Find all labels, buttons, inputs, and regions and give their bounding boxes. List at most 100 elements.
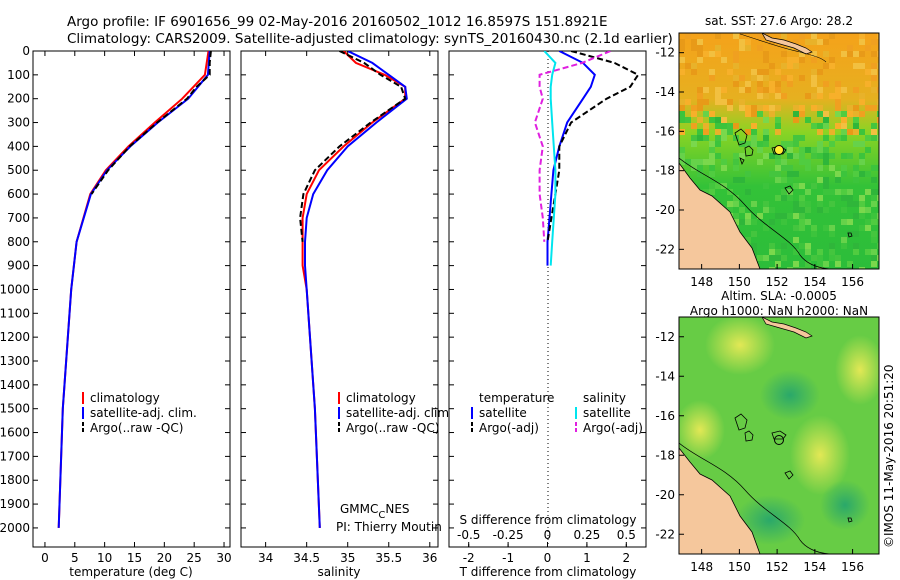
sst-pixel xyxy=(703,87,709,93)
sst-pixel xyxy=(835,81,841,87)
sst-pixel xyxy=(841,135,847,141)
sst-pixel xyxy=(787,213,793,219)
sst-pixel xyxy=(769,255,775,261)
sst-pixel xyxy=(859,201,865,207)
sst-pixel xyxy=(709,189,715,195)
coast-land xyxy=(679,447,761,554)
x-tick-label: 0 xyxy=(544,551,552,565)
sst-pixel xyxy=(775,195,781,201)
sst-pixel xyxy=(775,171,781,177)
sst-pixel xyxy=(859,213,865,219)
sst-pixel xyxy=(709,111,715,117)
sst-pixel xyxy=(859,159,865,165)
sst-pixel xyxy=(799,207,805,213)
sst-pixel xyxy=(829,153,835,159)
sst-pixel xyxy=(793,63,799,69)
sst-pixel xyxy=(835,261,841,267)
sst-pixel xyxy=(685,33,691,39)
s-tick-label: -0.25 xyxy=(493,528,524,542)
map-x-tick-label: 150 xyxy=(728,275,751,289)
sst-pixel xyxy=(775,165,781,171)
sst-pixel xyxy=(691,63,697,69)
x-tick-label: 0 xyxy=(41,551,49,565)
sst-pixel xyxy=(775,159,781,165)
legend-label-s-sat: satellite xyxy=(583,406,631,420)
sst-pixel xyxy=(793,261,799,267)
sst-pixel xyxy=(679,39,685,45)
sst-pixel xyxy=(847,129,853,135)
sst-pixel xyxy=(739,219,745,225)
sst-pixel xyxy=(751,231,757,237)
sst-pixel xyxy=(859,153,865,159)
y-tick-label: 1900 xyxy=(0,497,30,511)
sst-pixel xyxy=(871,105,877,111)
sst-pixel xyxy=(679,153,685,159)
sst-pixel xyxy=(853,111,859,117)
x-tick-label: 10 xyxy=(97,551,112,565)
sst-pixel xyxy=(763,51,769,57)
sst-pixel xyxy=(829,93,835,99)
sst-pixel xyxy=(847,105,853,111)
sst-pixel xyxy=(679,129,685,135)
t-difference-label: T difference from climatology xyxy=(459,565,637,579)
sst-pixel xyxy=(853,243,859,249)
sst-pixel xyxy=(799,51,805,57)
sst-pixel xyxy=(787,189,793,195)
sst-pixel xyxy=(781,219,787,225)
sst-pixel xyxy=(853,171,859,177)
y-tick-label: 1300 xyxy=(0,354,30,368)
sst-pixel xyxy=(715,33,721,39)
sst-pixel xyxy=(721,129,727,135)
sst-pixel xyxy=(811,69,817,75)
sst-pixel xyxy=(721,183,727,189)
sst-pixel xyxy=(805,165,811,171)
sst-pixel xyxy=(877,135,879,141)
sst-pixel xyxy=(811,225,817,231)
sst-pixel xyxy=(691,123,697,129)
sst-pixel xyxy=(793,201,799,207)
sst-pixel xyxy=(733,63,739,69)
y-tick-label: 500 xyxy=(7,163,30,177)
sst-pixel xyxy=(793,153,799,159)
sst-pixel xyxy=(769,207,775,213)
sst-pixel xyxy=(829,189,835,195)
sst-pixel xyxy=(799,135,805,141)
sst-pixel xyxy=(745,237,751,243)
png-contour xyxy=(739,33,827,63)
x-tick-label: 15 xyxy=(127,551,142,565)
sst-pixel xyxy=(787,177,793,183)
sst-pixel xyxy=(697,135,703,141)
y-tick-label: 200 xyxy=(7,92,30,106)
sst-pixel xyxy=(745,81,751,87)
sst-pixel xyxy=(787,63,793,69)
sst-pixel xyxy=(841,117,847,123)
sst-pixel xyxy=(775,129,781,135)
sst-pixel xyxy=(829,129,835,135)
sst-pixel xyxy=(871,51,877,57)
sla-map-title-1: Altim. SLA: -0.0005 xyxy=(721,289,837,303)
sst-pixel xyxy=(709,153,715,159)
sst-pixel xyxy=(805,147,811,153)
reef-contours xyxy=(734,128,853,238)
sst-pixel xyxy=(817,165,823,171)
sst-pixel xyxy=(679,99,685,105)
sst-pixel xyxy=(715,45,721,51)
y-tick-label: 900 xyxy=(7,259,30,273)
sst-pixel xyxy=(793,117,799,123)
difference-legend: temperature salinity satellite Argo(-adj… xyxy=(471,391,643,435)
temperature-x-label: temperature (deg C) xyxy=(69,565,192,579)
sst-pixel xyxy=(685,63,691,69)
sst-pixel xyxy=(805,189,811,195)
sst-pixel xyxy=(817,105,823,111)
sst-pixel xyxy=(721,123,727,129)
credit-pi: PI: Thierry Moutin xyxy=(336,520,442,534)
map-y-tick-label: -20 xyxy=(655,203,675,217)
sst-pixel xyxy=(859,51,865,57)
sst-pixel xyxy=(865,189,871,195)
sst-pixel xyxy=(877,255,879,261)
sst-pixel xyxy=(727,207,733,213)
sst-pixel xyxy=(817,141,823,147)
argo-float-marker xyxy=(774,145,784,155)
sst-pixel xyxy=(805,117,811,123)
sst-pixel xyxy=(733,159,739,165)
